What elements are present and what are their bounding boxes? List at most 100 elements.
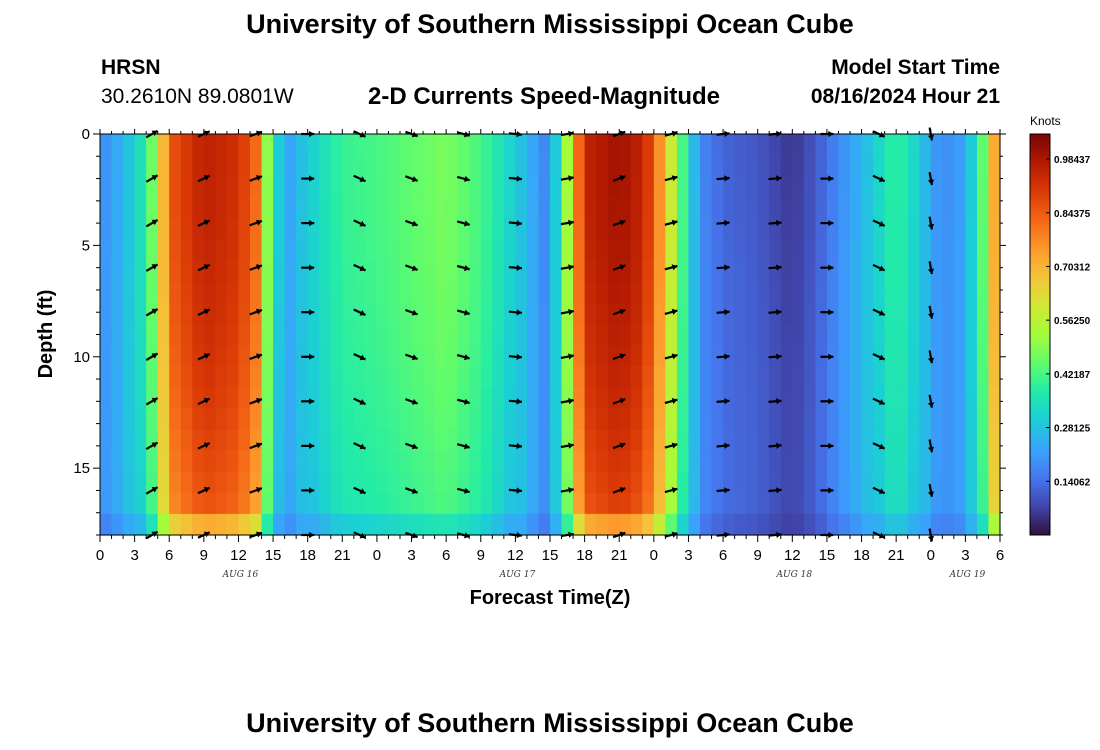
heatmap-cell: [434, 450, 447, 473]
heatmap-cell: [250, 155, 263, 177]
heatmap-cell: [769, 408, 782, 431]
heatmap-cell: [273, 176, 286, 198]
heatmap-cell: [700, 197, 713, 220]
heatmap-cell: [146, 302, 159, 325]
heatmap-cell: [434, 513, 447, 536]
heatmap-cell: [734, 345, 747, 367]
heatmap-cell: [988, 492, 1001, 515]
heatmap-cell: [388, 176, 401, 198]
current-vector: [820, 220, 834, 227]
heatmap-cell: [203, 176, 216, 198]
heatmap-cell: [480, 239, 493, 262]
heatmap-cell: [723, 260, 736, 283]
heatmap-cell: [630, 197, 643, 220]
heatmap-cell: [953, 408, 966, 431]
heatmap-cell: [665, 239, 678, 262]
heatmap-cell: [492, 387, 505, 409]
heatmap-cell: [734, 155, 747, 177]
heatmap-cell: [815, 429, 828, 452]
heatmap-cell: [134, 218, 147, 241]
x-tick-label: 21: [611, 547, 628, 564]
heatmap-cell: [203, 197, 216, 220]
heatmap-cell: [423, 471, 436, 494]
heatmap-cell: [607, 176, 620, 198]
heatmap-cell: [469, 345, 482, 367]
heatmap-cell: [619, 281, 632, 304]
heatmap-cell: [111, 366, 124, 388]
heatmap-cell: [388, 302, 401, 325]
heatmap-cell: [307, 134, 320, 156]
heatmap-cell: [226, 260, 240, 283]
heatmap-cell: [907, 366, 920, 388]
current-vector: [353, 174, 366, 183]
heatmap-cell: [723, 492, 736, 515]
heatmap-cell: [550, 302, 563, 325]
heatmap-cell: [446, 197, 459, 220]
heatmap-cell: [503, 323, 516, 346]
heatmap-cell: [538, 513, 551, 536]
heatmap-cell: [157, 450, 170, 473]
heatmap-cell: [469, 450, 482, 473]
current-vector: [612, 308, 626, 316]
heatmap-cell: [792, 513, 805, 536]
current-vector: [664, 442, 678, 449]
heatmap-cell: [953, 176, 966, 198]
heatmap-cell: [376, 281, 390, 304]
current-vector: [716, 353, 730, 360]
heatmap-cell: [434, 323, 447, 346]
heatmap-cell: [850, 366, 863, 388]
heatmap-cell: [423, 197, 436, 220]
heatmap-cell: [734, 260, 747, 283]
heatmap-cell: [146, 134, 159, 156]
heatmap-cell: [792, 492, 805, 515]
heatmap-cell: [653, 260, 666, 283]
heatmap-cell: [573, 176, 586, 198]
heatmap-cell: [965, 471, 978, 494]
heatmap-cell: [342, 492, 355, 515]
heatmap-cell: [169, 323, 182, 346]
heatmap-cell: [780, 471, 793, 494]
current-vector: [716, 264, 730, 271]
current-vector: [197, 263, 211, 272]
current-vector: [820, 309, 834, 316]
heatmap-cell: [780, 513, 793, 536]
heatmap-cell: [538, 471, 551, 494]
heatmap-cell: [700, 471, 713, 494]
heatmap-cell: [492, 471, 505, 494]
heatmap-cell: [769, 155, 782, 177]
heatmap-cell: [400, 450, 413, 473]
heatmap-cell: [930, 345, 943, 367]
heatmap-cell: [630, 239, 643, 262]
x-axis-title: Forecast Time(Z): [470, 587, 631, 609]
heatmap-cell: [919, 155, 932, 177]
heatmap-cell: [676, 492, 690, 515]
heatmap-cell: [400, 387, 413, 409]
heatmap-cell: [803, 134, 816, 156]
heatmap-cell: [146, 450, 159, 473]
heatmap-cell: [342, 345, 355, 367]
heatmap-cell: [596, 260, 609, 283]
heatmap-cell: [642, 176, 655, 198]
heatmap-cell: [180, 260, 193, 283]
heatmap-cell: [515, 281, 528, 304]
current-vector: [664, 175, 678, 182]
current-vector: [353, 353, 366, 361]
heatmap-cell: [446, 492, 459, 515]
heatmap-cell: [676, 302, 690, 325]
current-vector: [405, 353, 418, 361]
heatmap-cell: [803, 155, 816, 177]
heatmap-cell: [538, 323, 551, 346]
heatmap-cell: [573, 134, 586, 156]
heatmap-cell: [953, 302, 966, 325]
heatmap-cell: [700, 387, 713, 409]
heatmap-cell: [734, 387, 747, 409]
heatmap-cell: [769, 176, 782, 198]
heatmap-cell: [226, 176, 240, 198]
heatmap-cell: [123, 471, 136, 494]
heatmap-cell: [803, 345, 816, 367]
heatmap-cell: [988, 345, 1001, 367]
heatmap-cell: [838, 176, 851, 198]
current-vector: [405, 264, 418, 272]
current-vector: [820, 353, 834, 360]
heatmap-cell: [457, 260, 470, 283]
